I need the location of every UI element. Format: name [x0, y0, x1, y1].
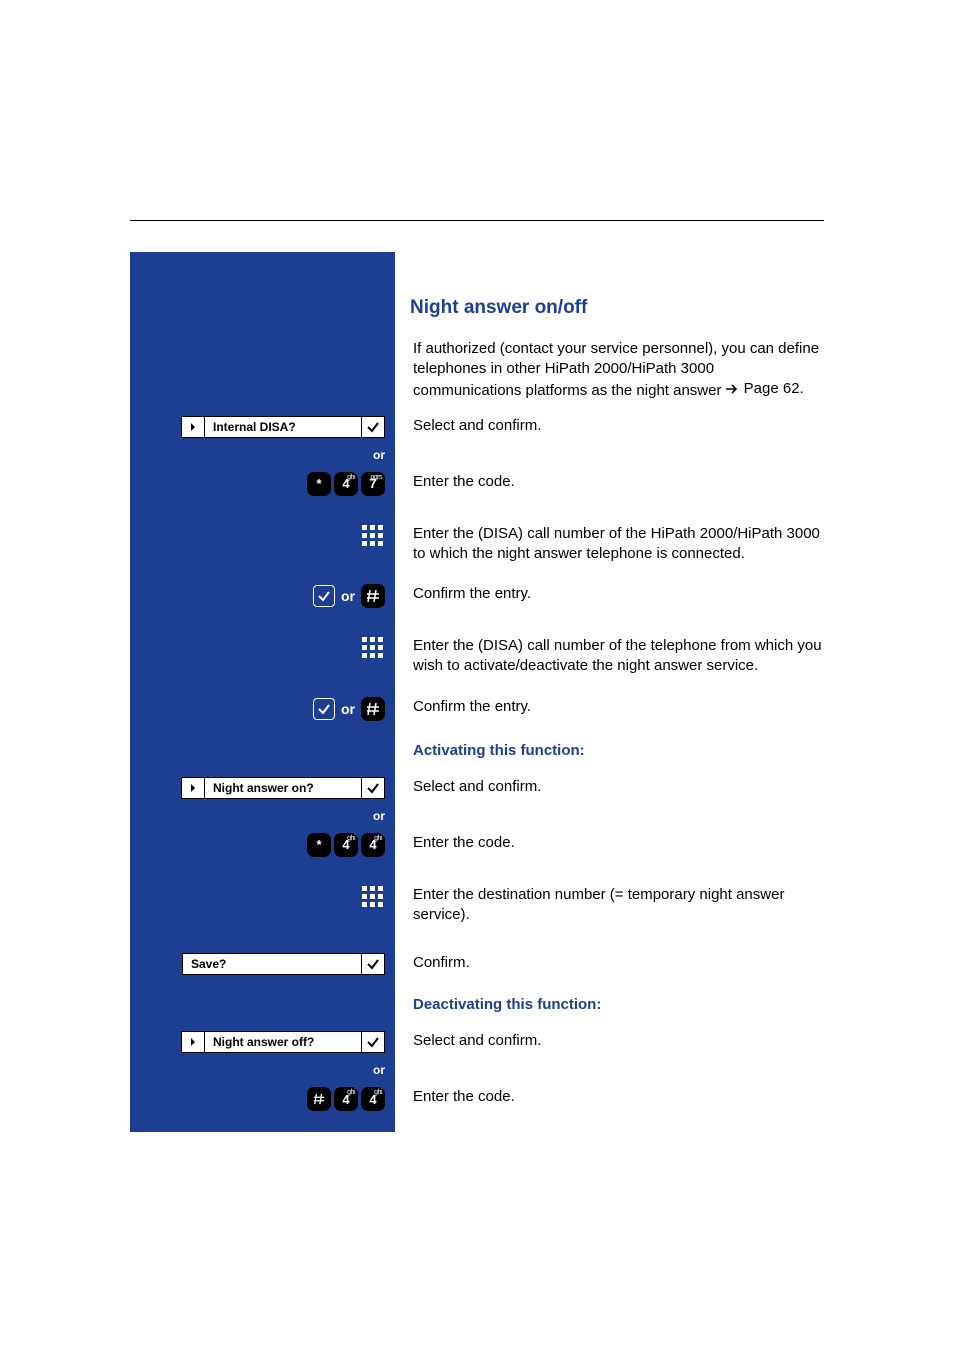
code-action-1: Enter the code.: [395, 472, 824, 492]
header-rule: [130, 220, 824, 221]
content: Night answer on/off If authorized (conta…: [130, 252, 824, 1117]
menu-label: Night answer off?: [204, 1031, 362, 1053]
chevron-right-icon: [181, 416, 204, 438]
key-row: 4ghi 4ghi: [307, 1087, 385, 1111]
or-label: or: [373, 809, 385, 823]
section-title: Night answer on/off: [410, 296, 824, 321]
code-action-2: Enter the code.: [395, 833, 824, 853]
keypad-icon: [361, 524, 385, 550]
key-star[interactable]: *: [307, 472, 331, 496]
code-row-3: 4ghi 4ghi Enter the code.: [130, 1087, 824, 1111]
night-off-action: Select and confirm.: [395, 1031, 824, 1051]
enter-disa-phone-row: Enter the (DISA) call number of the tele…: [130, 636, 824, 677]
menu-label: Internal DISA?: [204, 416, 362, 438]
or-row-3: or: [130, 1059, 824, 1081]
key-4[interactable]: 4ghi: [334, 833, 358, 857]
menu-chip-night-off[interactable]: Night answer off?: [181, 1031, 385, 1053]
chevron-right-icon: [181, 1031, 204, 1053]
save-row: Save? Confirm.: [130, 953, 824, 975]
confirm-row-1: or Confirm the entry.: [130, 584, 824, 608]
intro-row: If authorized (contact your service pers…: [130, 339, 824, 402]
check-icon: [362, 1031, 385, 1053]
key-4[interactable]: 4ghi: [334, 1087, 358, 1111]
internal-disa-action: Select and confirm.: [395, 416, 824, 436]
confirm-check[interactable]: [313, 698, 335, 720]
enter-disa-phone-text: Enter the (DISA) call number of the tele…: [395, 636, 824, 677]
key-4[interactable]: 4ghi: [361, 833, 385, 857]
check-icon: [362, 777, 385, 799]
key-star[interactable]: *: [307, 833, 331, 857]
check-icon: [362, 416, 385, 438]
save-action: Confirm.: [395, 953, 824, 973]
enter-dest-text: Enter the destination number (= temporar…: [395, 885, 824, 926]
or-row-2: or: [130, 805, 824, 827]
page-ref-text: Page 62.: [744, 379, 804, 399]
key-hash[interactable]: [307, 1087, 331, 1111]
key-4[interactable]: 4ghi: [334, 472, 358, 496]
code-row-1: * 4ghi 7pqrs Enter the code.: [130, 472, 824, 496]
check-icon: [362, 953, 385, 975]
deactivating-heading: Deactivating this function:: [395, 995, 824, 1015]
key-7[interactable]: 7pqrs: [361, 472, 385, 496]
or-inline: or: [341, 588, 355, 604]
internal-disa-row: Internal DISA? Select and confirm.: [130, 416, 824, 438]
chevron-right-icon: [181, 777, 204, 799]
intro-text: If authorized (contact your service pers…: [395, 339, 824, 402]
enter-disa-system-text: Enter the (DISA) call number of the HiPa…: [395, 524, 824, 565]
keypad-icon: [361, 636, 385, 662]
menu-label: Save?: [182, 953, 362, 975]
arrow-icon: [726, 383, 740, 395]
key-4[interactable]: 4ghi: [361, 1087, 385, 1111]
menu-chip-night-on[interactable]: Night answer on?: [181, 777, 385, 799]
night-on-action: Select and confirm.: [395, 777, 824, 797]
menu-chip-internal-disa[interactable]: Internal DISA?: [181, 416, 385, 438]
confirm-text-2: Confirm the entry.: [395, 697, 824, 717]
menu-chip-save[interactable]: Save?: [182, 953, 385, 975]
key-row: * 4ghi 7pqrs: [307, 472, 385, 496]
or-inline: or: [341, 701, 355, 717]
confirm-text-1: Confirm the entry.: [395, 584, 824, 604]
page-ref: Page 62.: [726, 379, 804, 399]
confirm-check[interactable]: [313, 585, 335, 607]
night-on-row: Night answer on? Select and confirm.: [130, 777, 824, 799]
confirm-row-2: or Confirm the entry.: [130, 697, 824, 721]
night-off-row: Night answer off? Select and confirm.: [130, 1031, 824, 1053]
key-row: * 4ghi 4ghi: [307, 833, 385, 857]
key-hash[interactable]: [361, 697, 385, 721]
or-label: or: [373, 448, 385, 462]
or-label: or: [373, 1063, 385, 1077]
deactivating-heading-row: Deactivating this function:: [130, 995, 824, 1017]
enter-dest-row: Enter the destination number (= temporar…: [130, 885, 824, 926]
code-action-3: Enter the code.: [395, 1087, 824, 1107]
enter-disa-system-row: Enter the (DISA) call number of the HiPa…: [130, 524, 824, 565]
menu-label: Night answer on?: [204, 777, 362, 799]
activating-heading-row: Activating this function:: [130, 741, 824, 763]
key-hash[interactable]: [361, 584, 385, 608]
code-row-2: * 4ghi 4ghi Enter the code.: [130, 833, 824, 857]
activating-heading: Activating this function:: [395, 741, 824, 761]
page: Night answer on/off If authorized (conta…: [0, 0, 954, 1351]
or-row-1: or: [130, 444, 824, 466]
keypad-icon: [361, 885, 385, 911]
